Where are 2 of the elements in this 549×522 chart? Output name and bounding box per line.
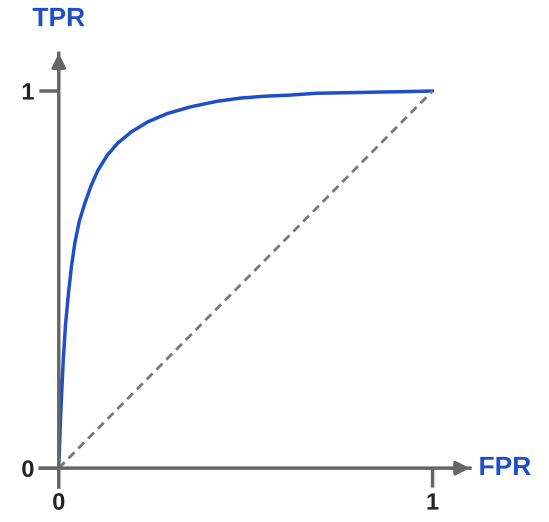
x-axis-title: FPR — [480, 456, 531, 475]
y-axis-title: TPR — [32, 8, 85, 26]
